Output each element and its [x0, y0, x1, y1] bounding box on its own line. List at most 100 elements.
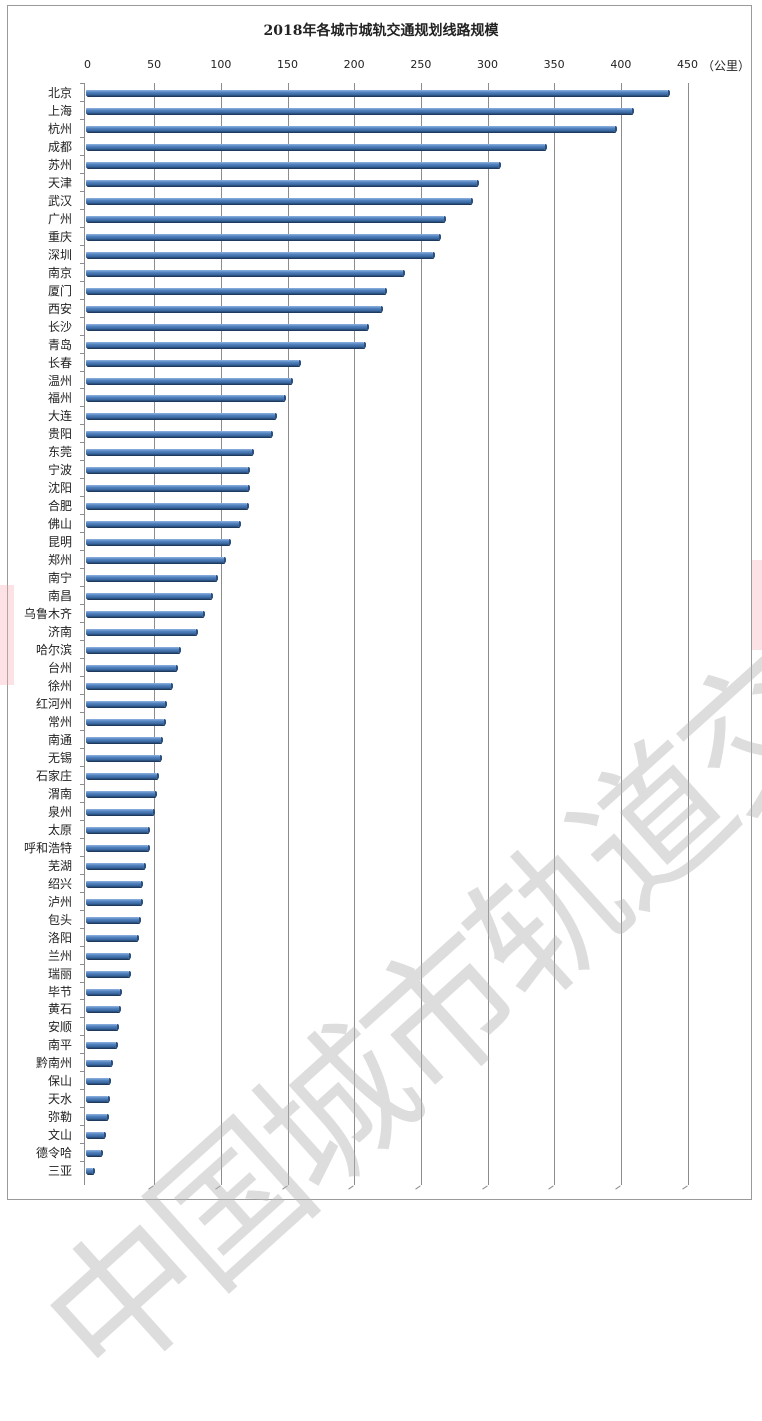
category-label: 台州: [47, 661, 72, 676]
category-label: 南平: [47, 1038, 72, 1053]
y-tick: [80, 532, 84, 534]
category-label: 安顺: [47, 1020, 72, 1035]
bar: [86, 305, 384, 312]
y-tick: [80, 765, 84, 767]
y-axis-line: [84, 83, 85, 1186]
y-tick: [80, 1107, 84, 1109]
y-tick: [80, 100, 84, 102]
y-tick: [80, 496, 84, 498]
bar: [86, 161, 501, 168]
y-tick: [80, 262, 84, 264]
category-label: 长春: [47, 355, 72, 370]
bar: [86, 700, 168, 707]
category-label: 天水: [47, 1092, 72, 1107]
bar: [86, 125, 617, 132]
category-label: 东莞: [47, 445, 72, 460]
y-tick: [80, 1143, 84, 1145]
bar: [86, 1132, 106, 1139]
y-tick: [80, 604, 84, 606]
bar: [86, 251, 436, 258]
bar: [86, 1114, 109, 1121]
bar: [86, 718, 166, 725]
bar: [86, 323, 369, 330]
category-label: 包头: [47, 912, 72, 927]
x-tick-label: 0: [84, 58, 91, 71]
y-tick: [80, 586, 84, 588]
y-tick: [80, 226, 84, 228]
y-tick: [80, 478, 84, 480]
bar: [86, 665, 178, 672]
y-tick: [80, 550, 84, 552]
gridline: [354, 83, 356, 1186]
category-label: 深圳: [47, 247, 72, 262]
bar: [86, 934, 140, 941]
bar: [86, 844, 150, 851]
watermark-accent-right: [752, 560, 762, 650]
bar: [86, 790, 157, 797]
y-tick: [80, 460, 84, 462]
category-label: 红河州: [35, 696, 72, 711]
y-tick: [80, 1053, 84, 1055]
gridline: [620, 83, 622, 1186]
bar: [86, 826, 150, 833]
bar: [86, 1078, 112, 1085]
category-label: 哈尔滨: [35, 643, 72, 658]
category-label: 洛阳: [47, 930, 72, 945]
gridline: [220, 83, 222, 1186]
y-tick: [80, 406, 84, 408]
gridline: [554, 83, 556, 1186]
category-label: 石家庄: [35, 768, 72, 783]
category-label: 宁波: [47, 463, 72, 478]
bar: [86, 179, 480, 186]
y-tick: [80, 514, 84, 516]
y-tick: [80, 1161, 84, 1163]
bar: [86, 916, 141, 923]
category-label: 瑞丽: [47, 966, 72, 981]
category-label: 泉州: [47, 804, 72, 819]
category-label: 大连: [47, 409, 72, 424]
category-label: 南宁: [47, 571, 72, 586]
category-label: 呼和浩特: [23, 840, 72, 855]
bar: [86, 1096, 110, 1103]
y-tick: [80, 136, 84, 138]
bar: [86, 1168, 96, 1175]
y-tick: [80, 909, 84, 911]
category-label: 文山: [47, 1128, 72, 1143]
y-tick: [80, 622, 84, 624]
category-label: 广州: [47, 211, 72, 226]
category-label: 苏州: [47, 157, 72, 172]
y-tick: [80, 388, 84, 390]
y-tick: [80, 352, 84, 354]
bar: [86, 808, 156, 815]
chart-title: 2018年各城市城轨交通规划线路规模: [263, 23, 499, 39]
category-label: 保山: [47, 1074, 72, 1089]
category-label: 无锡: [47, 750, 72, 765]
bar: [86, 90, 670, 96]
y-tick: [80, 711, 84, 713]
y-tick: [80, 1017, 84, 1019]
category-label: 武汉: [47, 193, 72, 208]
y-tick: [80, 676, 84, 677]
category-label: 青岛: [47, 337, 72, 352]
category-label: 西安: [47, 301, 72, 316]
x-tick-label: 350: [543, 58, 565, 71]
category-label: 南昌: [47, 589, 72, 604]
y-tick: [80, 316, 84, 318]
y-tick: [80, 118, 84, 120]
y-tick: [80, 424, 84, 426]
bar: [86, 1006, 121, 1013]
y-tick: [80, 83, 84, 84]
bar: [86, 449, 254, 456]
category-label: 厦门: [47, 283, 72, 298]
x-tick-label: 50: [147, 58, 162, 71]
y-tick: [80, 873, 84, 875]
category-label: 徐州: [47, 679, 72, 693]
y-tick: [80, 891, 84, 893]
chart-frame: [7, 5, 752, 1200]
bar: [86, 269, 405, 276]
category-label: 长沙: [47, 319, 72, 334]
y-tick: [80, 981, 84, 983]
category-label: 温州: [47, 373, 72, 388]
x-tick-label: 450: [677, 58, 698, 71]
category-label: 福州: [47, 391, 72, 406]
